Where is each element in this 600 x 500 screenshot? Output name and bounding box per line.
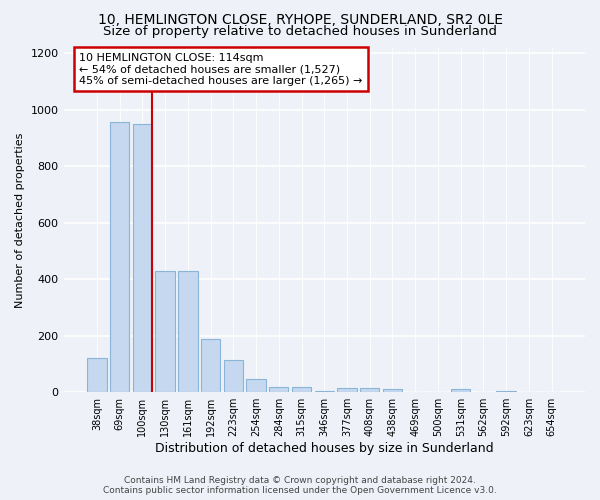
Bar: [383, 390, 402, 392]
Text: 10 HEMLINGTON CLOSE: 114sqm
← 54% of detached houses are smaller (1,527)
45% of : 10 HEMLINGTON CLOSE: 114sqm ← 54% of det…: [79, 52, 362, 86]
Bar: [178, 270, 197, 392]
Text: 10, HEMLINGTON CLOSE, RYHOPE, SUNDERLAND, SR2 0LE: 10, HEMLINGTON CLOSE, RYHOPE, SUNDERLAND…: [97, 12, 503, 26]
Bar: [314, 391, 334, 392]
Bar: [224, 360, 243, 392]
X-axis label: Distribution of detached houses by size in Sunderland: Distribution of detached houses by size …: [155, 442, 494, 455]
Bar: [292, 386, 311, 392]
Bar: [451, 390, 470, 392]
Bar: [496, 391, 516, 392]
Bar: [110, 122, 130, 392]
Bar: [337, 388, 356, 392]
Text: Size of property relative to detached houses in Sunderland: Size of property relative to detached ho…: [103, 25, 497, 38]
Bar: [155, 270, 175, 392]
Bar: [247, 380, 266, 392]
Bar: [87, 358, 107, 392]
Bar: [201, 338, 220, 392]
Y-axis label: Number of detached properties: Number of detached properties: [15, 132, 25, 308]
Bar: [133, 124, 152, 392]
Bar: [360, 388, 379, 392]
Bar: [269, 386, 289, 392]
Text: Contains HM Land Registry data © Crown copyright and database right 2024.
Contai: Contains HM Land Registry data © Crown c…: [103, 476, 497, 495]
